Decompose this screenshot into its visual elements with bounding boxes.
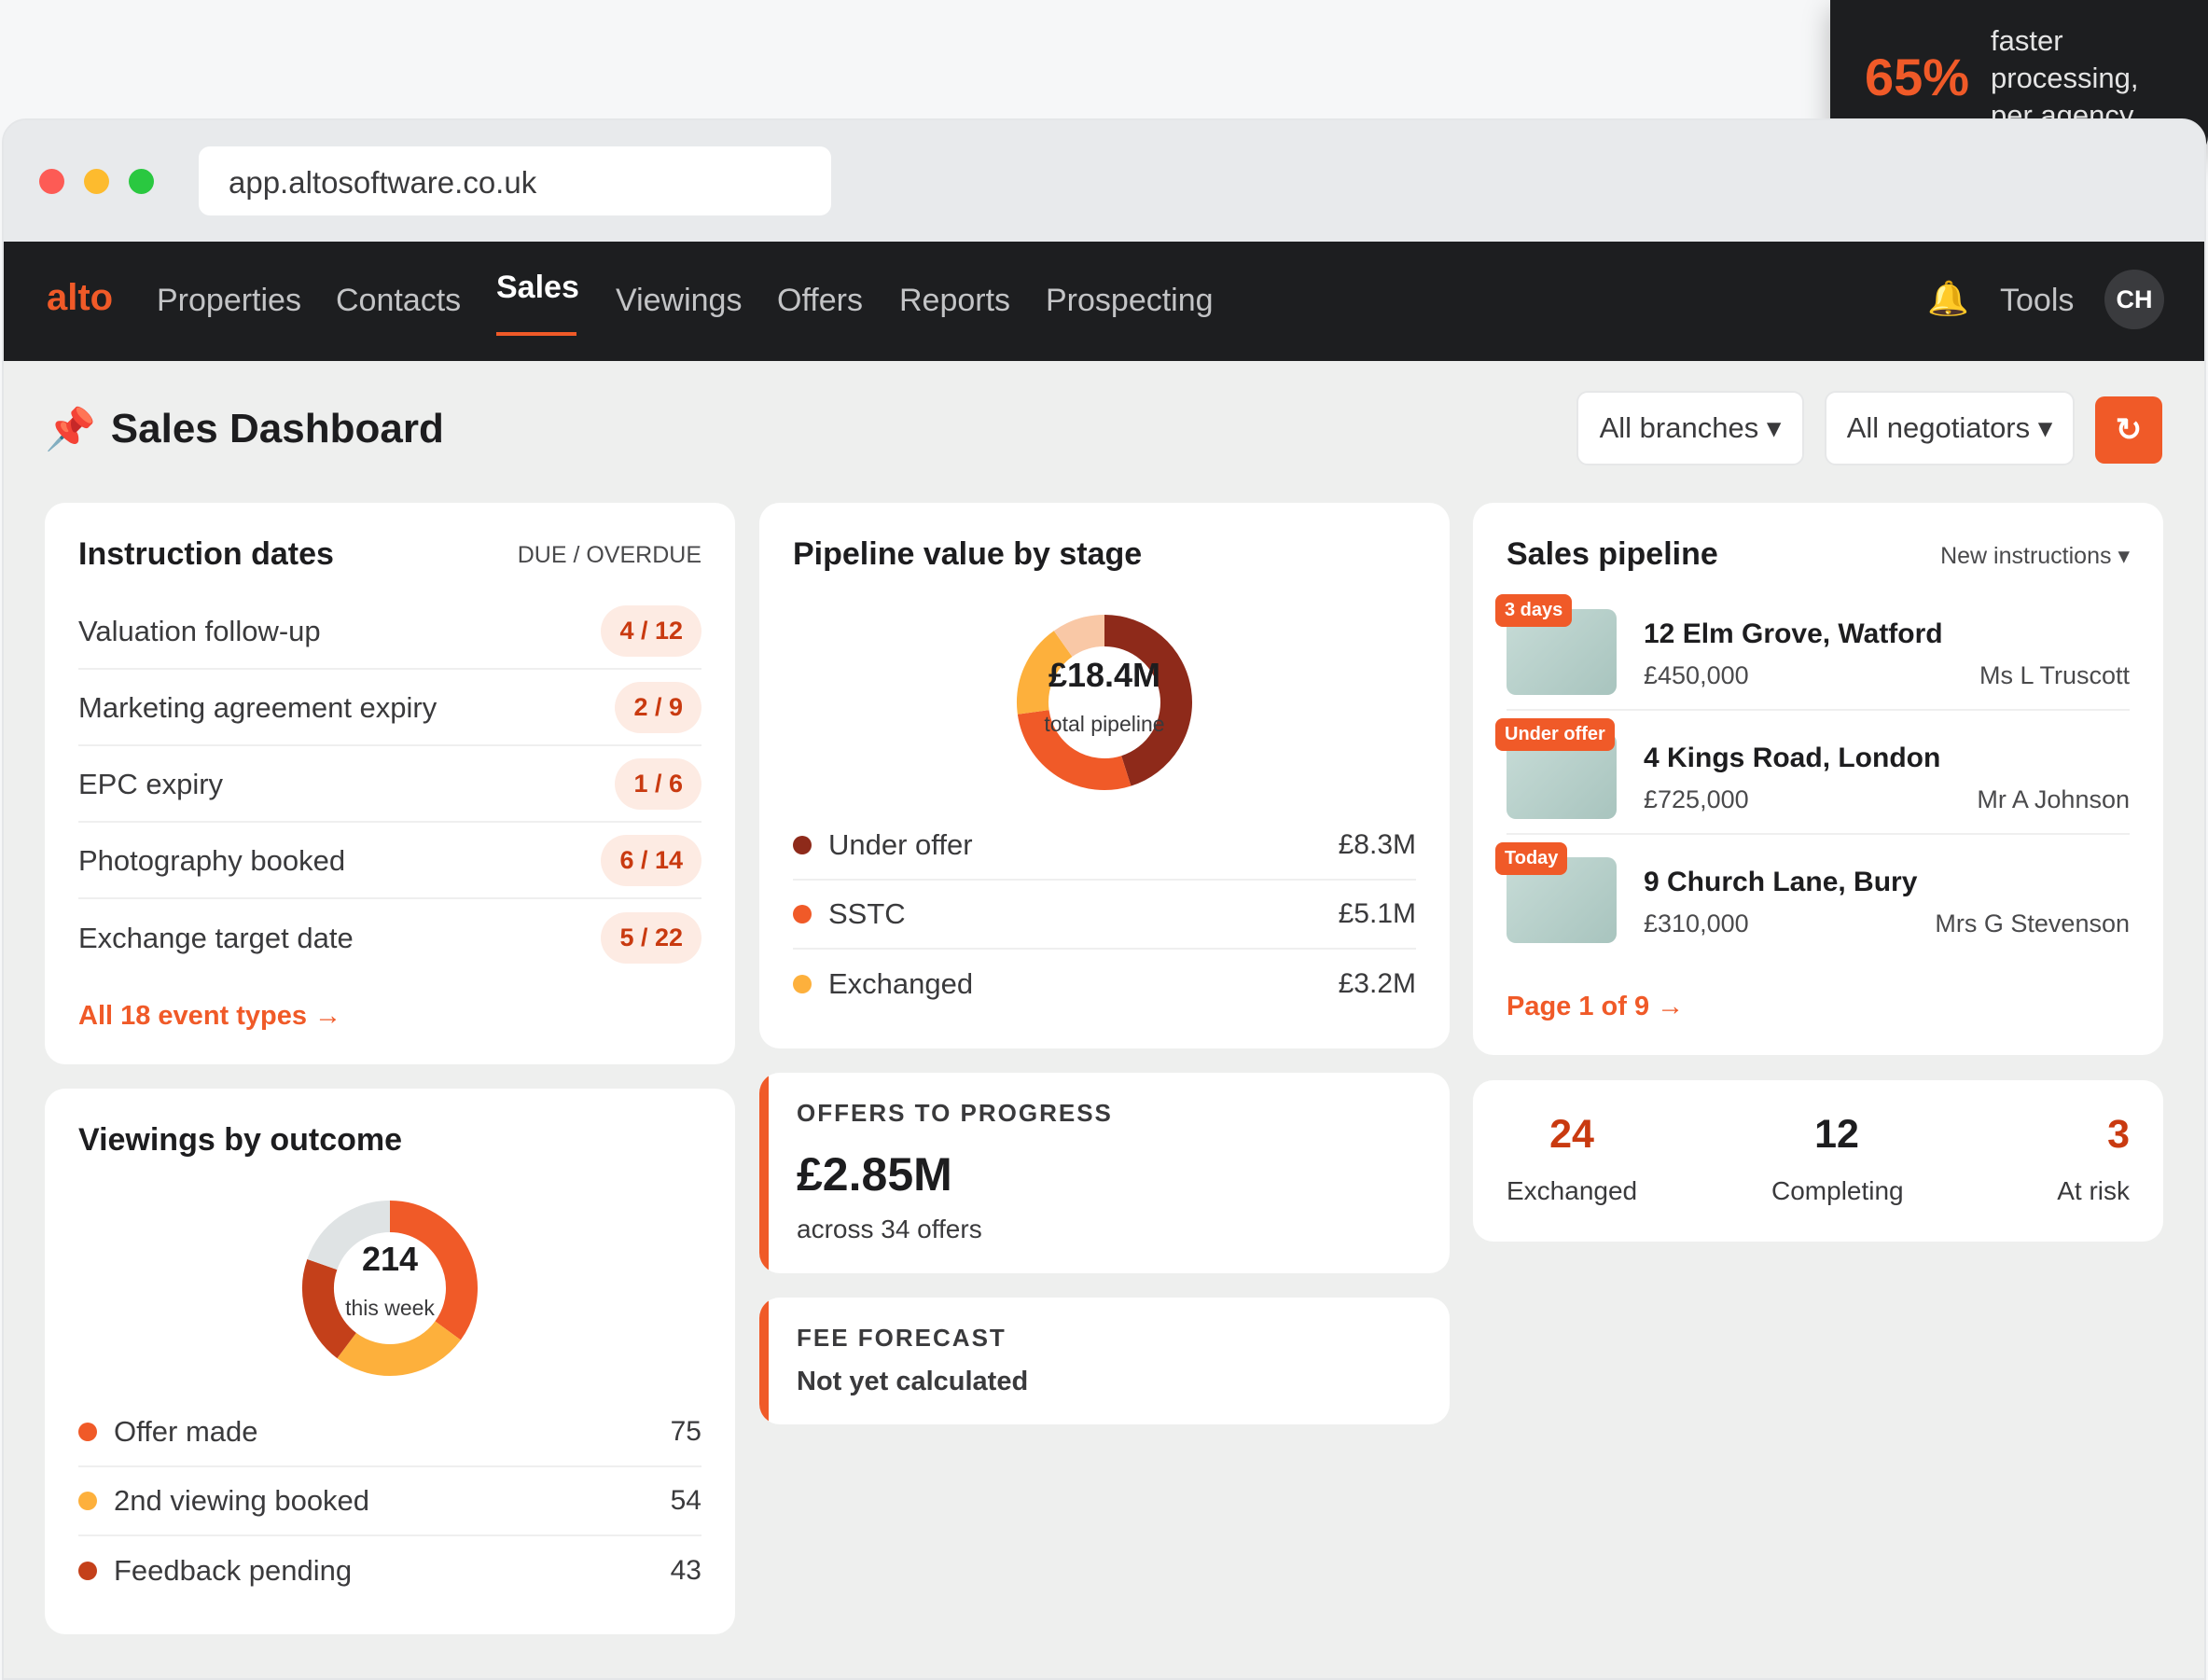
badge-value: 65% (1865, 48, 1970, 106)
pipeline-value-card: Pipeline value by stage £18.4M total pip… (759, 503, 1450, 1048)
legend-item: Under offer £8.3M (793, 812, 1416, 881)
status-tag: Today (1495, 842, 1568, 875)
tools-menu[interactable]: Tools (2000, 283, 2075, 318)
pipeline-donut-chart (1017, 615, 1192, 790)
status-tag: 3 days (1495, 594, 1573, 627)
nav-item-sales[interactable]: Sales (496, 270, 579, 305)
new-instructions-dropdown[interactable]: New instructions ▾ (1940, 543, 2130, 569)
page-title: 📌 Sales Dashboard (45, 406, 444, 452)
viewings-total: 214 this week (345, 1240, 435, 1320)
swatch (793, 836, 812, 854)
nav-item-properties[interactable]: Properties (157, 283, 301, 318)
offers-to-progress-card[interactable]: OFFERS TO PROGRESS £2.85M across 34 offe… (759, 1073, 1450, 1273)
stat-exchanged[interactable]: 24 Exchanged (1507, 1112, 1638, 1205)
badge-text: faster processing, per agency (1991, 24, 2139, 132)
legend-item: 2nd viewing booked 54 (78, 1467, 701, 1536)
fee-value: Not yet calculated (797, 1367, 1029, 1396)
card-title: FEE FORECAST (797, 1324, 1007, 1352)
negotiator-name: Mr A Johnson (1977, 785, 2130, 813)
remainder-segment (1053, 615, 1105, 658)
donut-segment (1017, 709, 1132, 790)
negotiator-name: Ms L Truscott (1979, 661, 2130, 689)
count-pill: 2 / 9 (615, 682, 701, 733)
swatch (793, 975, 812, 993)
offers-sub: across 34 offers (797, 1215, 982, 1243)
nav-item-offers[interactable]: Offers (777, 283, 863, 318)
property-address: 4 Kings Road, London (1644, 743, 1941, 773)
legend-item: Feedback pending 43 (78, 1536, 701, 1605)
offers-value: £2.85M (797, 1148, 952, 1201)
event-row[interactable]: Photography booked 6 / 14 (78, 824, 701, 899)
refresh-button[interactable]: ↻ (2095, 396, 2162, 464)
instruction-dates-card: Instruction dates DUE / OVERDUE Valuatio… (45, 503, 735, 1064)
active-tab-underline (496, 332, 576, 336)
accent-bar (759, 1298, 769, 1424)
swatch (78, 1492, 97, 1510)
nav-item-reports[interactable]: Reports (899, 283, 1011, 318)
alto-logo[interactable]: alto (47, 277, 114, 318)
stats-card: 24 Exchanged 12 Completing 3 At risk (1473, 1080, 2163, 1242)
pipeline-item[interactable]: Today 9 Church Lane, Bury £310,000 Mrs G… (1495, 835, 2130, 959)
negotiators-filter[interactable]: All negotiators ▾ (1825, 391, 2075, 465)
donut-segment (337, 1320, 461, 1376)
browser-chrome: app.altosoftware.co.uk (4, 120, 2204, 242)
negotiator-name: Mrs G Stevenson (1935, 909, 2130, 937)
swatch (78, 1562, 97, 1580)
address-bar[interactable]: app.altosoftware.co.uk (199, 146, 831, 215)
count-pill: 1 / 6 (615, 758, 701, 810)
card-title: Sales pipeline (1507, 536, 1718, 572)
swatch (793, 905, 812, 923)
property-price: £450,000 (1644, 661, 1749, 689)
nav-item-viewings[interactable]: Viewings (616, 283, 743, 318)
stat-at-risk[interactable]: 3 At risk (2057, 1112, 2130, 1205)
viewings-card: Viewings by outcome 214 this week Offer … (45, 1089, 735, 1634)
donut-segment (389, 1201, 478, 1340)
event-row[interactable]: Marketing agreement expiry 2 / 9 (78, 671, 701, 746)
donut-segment (302, 1258, 357, 1359)
property-address: 12 Elm Grove, Watford (1644, 618, 1943, 649)
count-pill: 5 / 22 (601, 912, 701, 964)
pipeline-item[interactable]: 3 days 12 Elm Grove, Watford £450,000 Ms… (1495, 587, 2130, 711)
top-nav: alto Properties Contacts Sales Viewings … (4, 242, 2204, 361)
all-event-types-link[interactable]: All 18 event types → (78, 1001, 342, 1031)
pipeline-total: £18.4M total pipeline (1044, 656, 1165, 736)
sales-pipeline-card: Sales pipeline New instructions ▾ 3 days… (1473, 503, 2163, 1055)
bell-icon[interactable]: 🔔 (1927, 279, 1969, 317)
count-pill: 6 / 14 (601, 835, 701, 886)
branches-filter[interactable]: All branches ▾ (1576, 391, 1804, 465)
viewings-donut-chart (302, 1201, 478, 1376)
status-tag: Under offer (1495, 718, 1615, 751)
due-overdue-label: DUE / OVERDUE (517, 542, 701, 568)
event-row[interactable]: Valuation follow-up 4 / 12 (78, 594, 701, 670)
card-title: Pipeline value by stage (793, 536, 1143, 572)
card-title: OFFERS TO PROGRESS (797, 1099, 1113, 1127)
nav-item-contacts[interactable]: Contacts (336, 283, 462, 318)
legend-item: Offer made 75 (78, 1398, 701, 1467)
fee-forecast-card[interactable]: FEE FORECAST Not yet calculated (759, 1298, 1450, 1424)
maximize-window-button[interactable] (129, 169, 154, 194)
card-title: Instruction dates (78, 536, 334, 572)
property-address: 9 Church Lane, Bury (1644, 867, 1918, 897)
pushpin-icon: 📌 (45, 407, 96, 452)
accent-bar (759, 1073, 769, 1273)
event-row[interactable]: Exchange target date 5 / 22 (78, 900, 701, 976)
stat-completing[interactable]: 12 Completing (1771, 1112, 1904, 1205)
remainder-segment (307, 1201, 391, 1270)
property-price: £725,000 (1644, 785, 1749, 813)
card-title: Viewings by outcome (78, 1122, 403, 1158)
legend-item: Exchanged £3.2M (793, 950, 1416, 1019)
user-avatar[interactable]: CH (2104, 270, 2164, 329)
swatch (78, 1423, 97, 1441)
property-price: £310,000 (1644, 909, 1749, 937)
pagination-link[interactable]: Page 1 of 9 → (1507, 992, 1685, 1021)
close-window-button[interactable] (39, 169, 64, 194)
pipeline-item[interactable]: Under offer 4 Kings Road, London £725,00… (1495, 711, 2130, 835)
legend-item: SSTC £5.1M (793, 881, 1416, 950)
event-row[interactable]: EPC expiry 1 / 6 (78, 747, 701, 823)
donut-segment (1017, 631, 1073, 715)
count-pill: 4 / 12 (601, 605, 701, 657)
donut-segment (1104, 615, 1192, 786)
nav-item-prospecting[interactable]: Prospecting (1046, 283, 1214, 318)
minimize-window-button[interactable] (84, 169, 109, 194)
